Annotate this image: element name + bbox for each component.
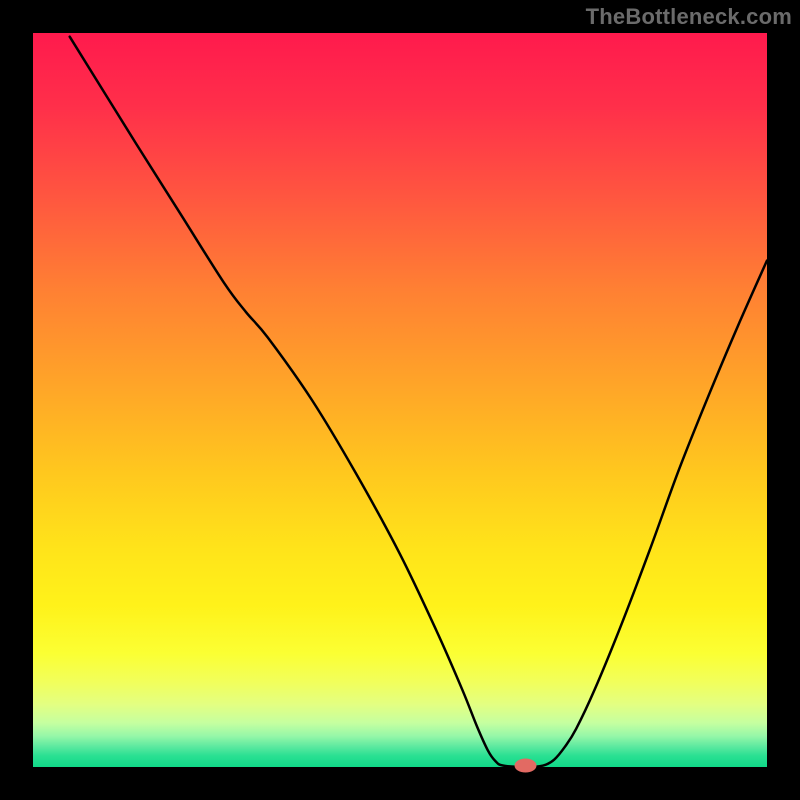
- current-config-marker: [515, 759, 537, 773]
- chart-plot-area: [33, 33, 767, 767]
- bottleneck-chart: [0, 0, 800, 800]
- watermark-text: TheBottleneck.com: [586, 4, 792, 30]
